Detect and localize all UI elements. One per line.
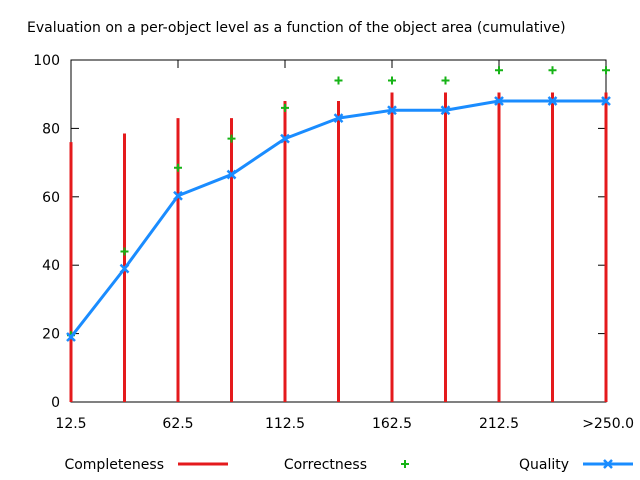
quality-point — [387, 105, 397, 116]
quality-point — [333, 113, 344, 124]
legend-label-completeness: Completeness — [64, 457, 164, 473]
correctness-point — [174, 163, 182, 172]
y-tick-label: 20 — [42, 327, 60, 343]
x-tick-label: 12.5 — [55, 416, 86, 432]
x-tick-label: 112.5 — [265, 416, 305, 432]
y-tick-label: 0 — [51, 395, 60, 411]
legend-label-correctness: Correctness — [284, 457, 367, 473]
correctness-point — [602, 66, 610, 75]
quality-point — [494, 96, 504, 106]
x-tick-label: 62.5 — [162, 416, 193, 432]
quality-point — [66, 332, 76, 342]
x-tick-label: 162.5 — [372, 416, 412, 432]
plot-marks — [66, 66, 611, 402]
correctness-point — [281, 103, 289, 112]
correctness-point — [495, 66, 503, 75]
legend: Completeness Correctness Quality — [64, 457, 633, 473]
quality-point — [601, 96, 611, 106]
y-tick-label: 100 — [33, 53, 60, 69]
correctness-point — [388, 76, 396, 85]
quality-point — [547, 96, 558, 106]
y-tick-label: 80 — [42, 121, 60, 137]
legend-label-quality: Quality — [519, 457, 569, 473]
y-tick-label: 40 — [42, 258, 60, 274]
quality-point — [173, 190, 183, 201]
quality-point — [226, 169, 237, 180]
quality-point — [280, 133, 290, 144]
quality-point — [119, 263, 130, 274]
correctness-point — [441, 76, 450, 85]
x-tick-label: 212.5 — [479, 416, 519, 432]
x-tick-label: >250.0 — [582, 416, 634, 432]
correctness-point — [334, 76, 343, 85]
y-tick-label: 60 — [42, 190, 60, 206]
correctness-point — [227, 134, 236, 143]
correctness-point — [548, 66, 557, 75]
chart-title: Evaluation on a per-object level as a fu… — [27, 20, 566, 36]
legend-swatch-quality-marker — [603, 459, 613, 469]
legend-swatch-correctness — [401, 460, 409, 468]
quality-point — [440, 105, 451, 116]
correctness-point — [120, 247, 129, 256]
